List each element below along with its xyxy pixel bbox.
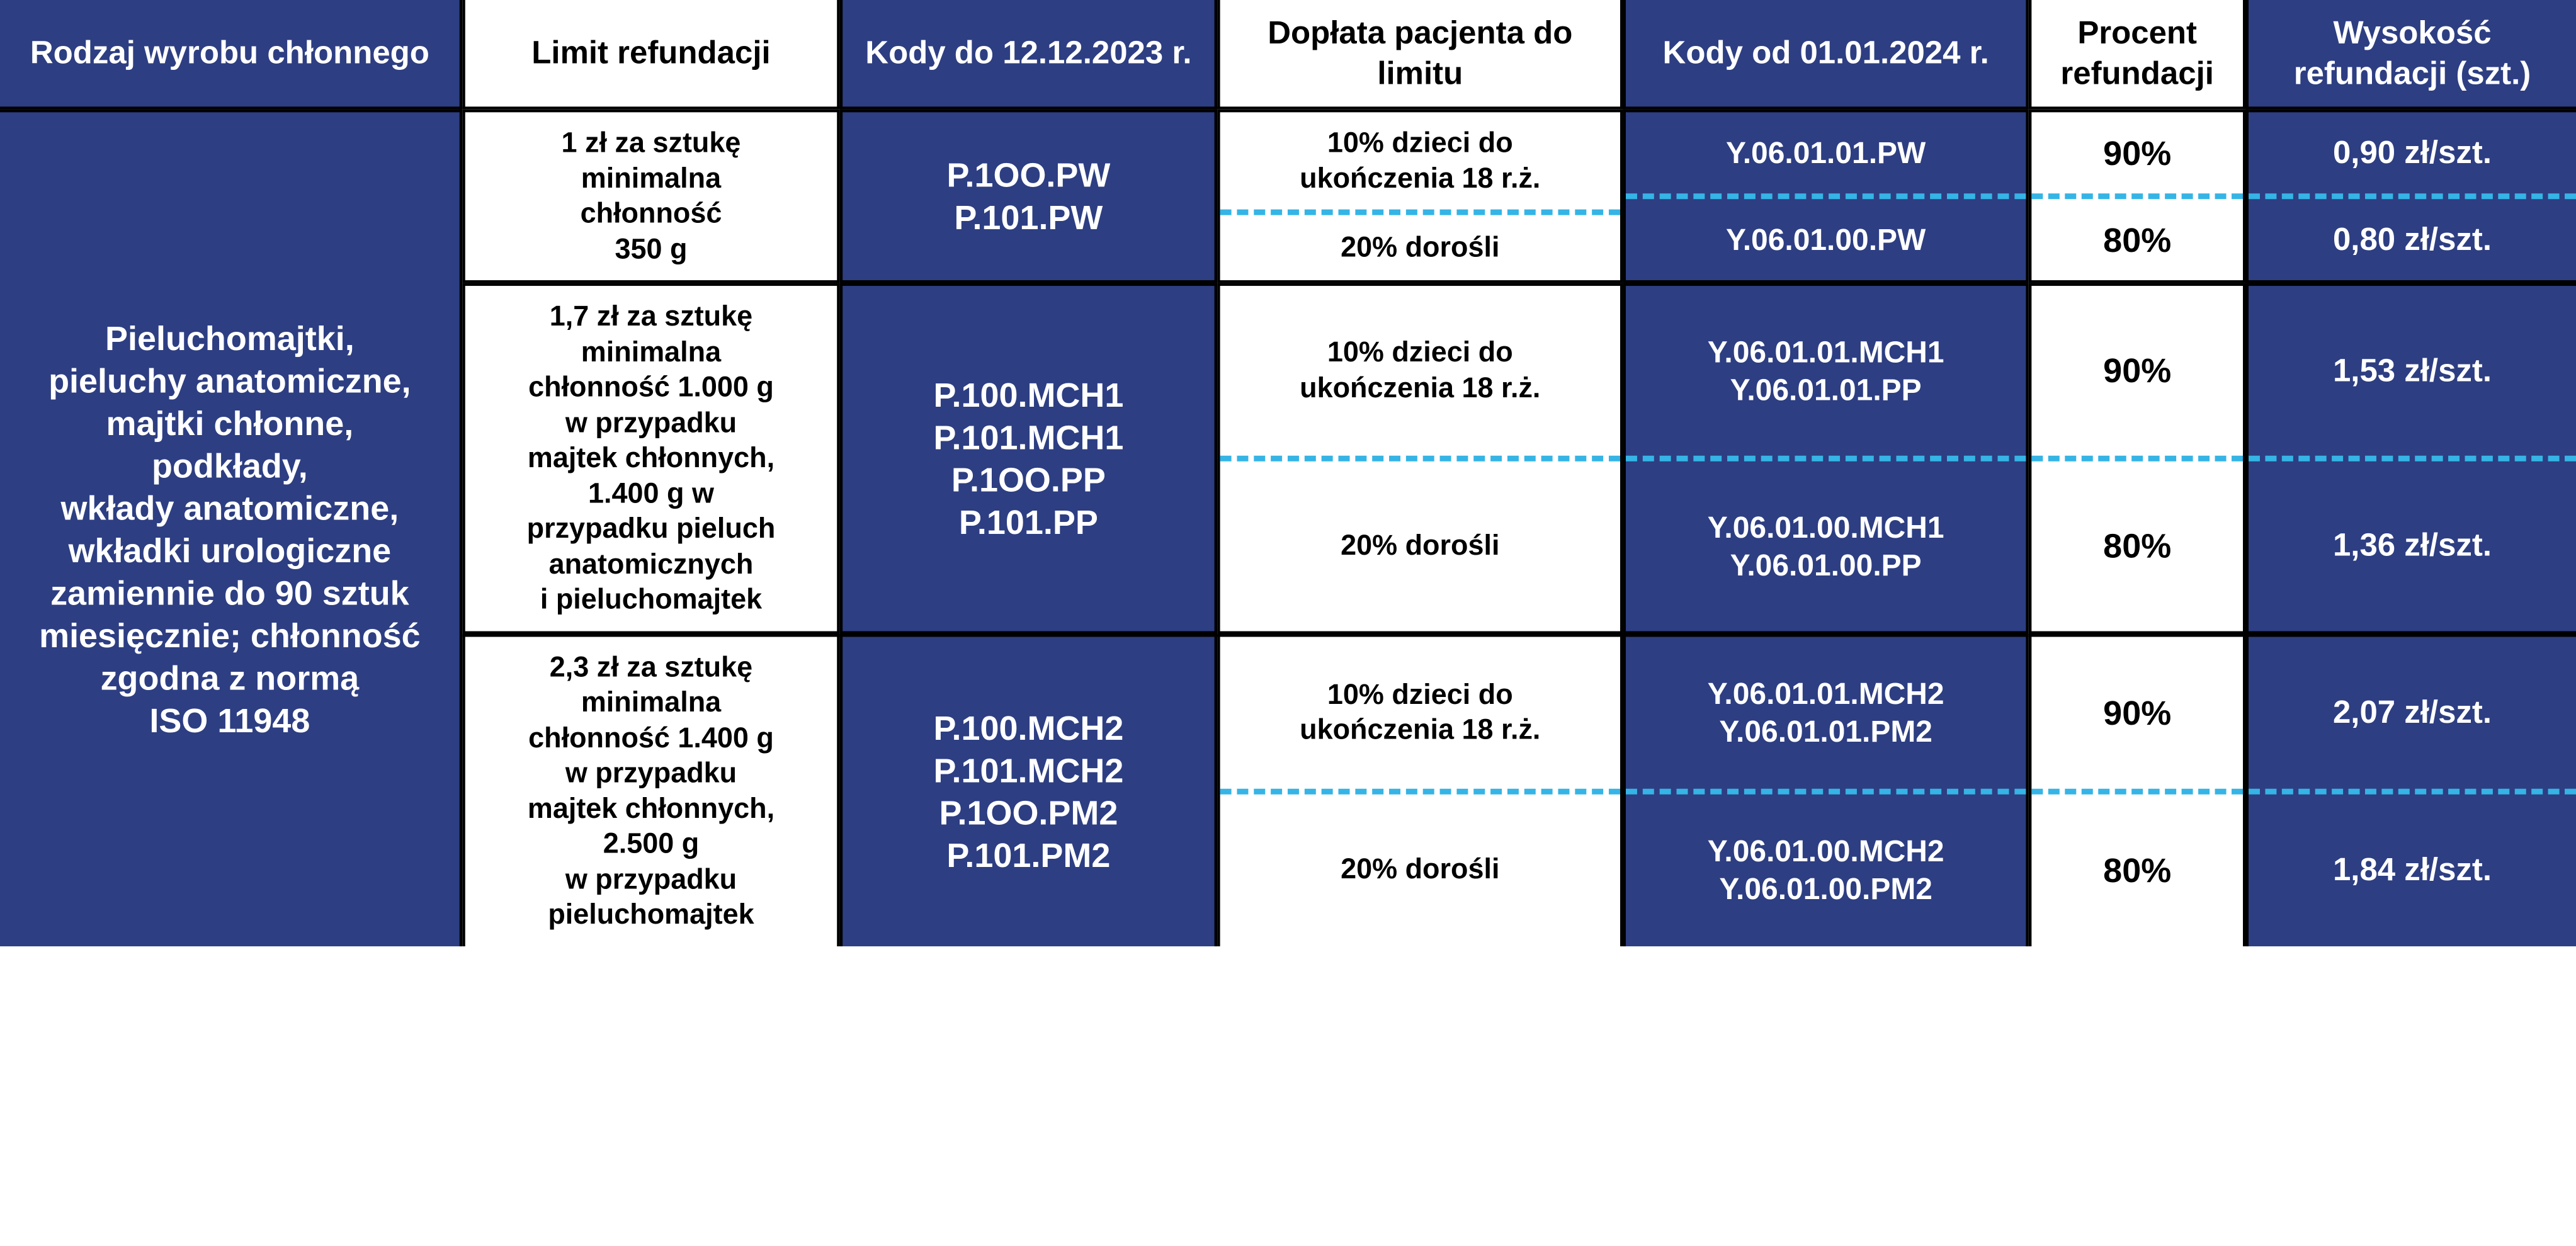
codes-new-split: Y.06.01.01.PW Y.06.01.00.PW — [1623, 110, 2028, 283]
product-type-cell: Pieluchomajtki, pieluchy anatomiczne, ma… — [0, 110, 462, 946]
copay-child: 10% dzieci do ukończenia 18 r.ż. — [1220, 112, 1620, 209]
percent-child: 90% — [2031, 112, 2243, 193]
dashed-divider — [1220, 788, 1620, 794]
codes-new-child: Y.06.01.01.MCH2 Y.06.01.01.PM2 — [1626, 637, 2026, 788]
copay-adult: 20% dorośli — [1220, 794, 1620, 946]
codes-old-cell: P.100.MCH1 P.101.MCH1 P.1OO.PP P.101.PP — [840, 283, 1217, 634]
amount-child: 0,90 zł/szt. — [2249, 112, 2576, 193]
codes-new-split: Y.06.01.01.MCH2 Y.06.01.01.PM2 Y.06.01.0… — [1623, 633, 2028, 946]
percent-adult: 80% — [2031, 461, 2243, 630]
codes-new-adult: Y.06.01.00.MCH2 Y.06.01.00.PM2 — [1626, 794, 2026, 946]
percent-split: 90% 80% — [2029, 633, 2246, 946]
limit-cell: 1 zł za sztukę minimalna chłonność 350 g — [462, 110, 839, 283]
dashed-divider — [2249, 455, 2576, 461]
percent-child: 90% — [2031, 637, 2243, 788]
limit-cell: 2,3 zł za sztukę minimalna chłonność 1.4… — [462, 633, 839, 946]
header-limit: Limit refundacji — [462, 0, 839, 110]
codes-old-cell: P.100.MCH2 P.101.MCH2 P.1OO.PM2 P.101.PM… — [840, 633, 1217, 946]
copay-adult: 20% dorośli — [1220, 461, 1620, 630]
amount-split: 2,07 zł/szt. 1,84 zł/szt. — [2246, 633, 2576, 946]
dashed-divider — [1220, 210, 1620, 215]
dashed-divider — [2031, 788, 2243, 794]
percent-adult: 80% — [2031, 794, 2243, 946]
amount-child: 1,53 zł/szt. — [2249, 286, 2576, 455]
header-text: Kody od 01.01.2024 r. — [1663, 33, 1989, 74]
codes-new-child: Y.06.01.01.PW — [1626, 112, 2026, 193]
header-text: Rodzaj wyrobu chłonnego — [30, 33, 429, 74]
percent-child: 90% — [2031, 286, 2243, 455]
dashed-divider — [2031, 193, 2243, 199]
dashed-divider — [2031, 455, 2243, 461]
percent-split: 90% 80% — [2029, 110, 2246, 283]
dashed-divider — [2249, 193, 2576, 199]
codes-old-cell: P.1OO.PW P.101.PW — [840, 110, 1217, 283]
limit-cell: 1,7 zł za sztukę minimalna chłonność 1.0… — [462, 283, 839, 634]
dashed-divider — [2249, 788, 2576, 794]
header-text: Limit refundacji — [531, 33, 770, 74]
dashed-divider — [1626, 788, 2026, 794]
codes-new-child: Y.06.01.01.MCH1 Y.06.01.01.PP — [1626, 286, 2026, 455]
copay-split: 10% dzieci do ukończenia 18 r.ż. 20% dor… — [1217, 633, 1623, 946]
header-text: Wysokość refundacji (szt.) — [2260, 13, 2565, 93]
amount-adult: 0,80 zł/szt. — [2249, 199, 2576, 280]
header-codes-new: Kody od 01.01.2024 r. — [1623, 0, 2028, 110]
amount-split: 0,90 zł/szt. 0,80 zł/szt. — [2246, 110, 2576, 283]
header-copay: Dopłata pacjenta do limitu — [1217, 0, 1623, 110]
amount-adult: 1,84 zł/szt. — [2249, 794, 2576, 946]
dashed-divider — [1220, 455, 1620, 461]
copay-child: 10% dzieci do ukończenia 18 r.ż. — [1220, 637, 1620, 788]
dashed-divider — [1626, 193, 2026, 199]
copay-adult: 20% dorośli — [1220, 215, 1620, 280]
amount-child: 2,07 zł/szt. — [2249, 637, 2576, 788]
header-percent: Procent refundacji — [2029, 0, 2246, 110]
refund-table: Rodzaj wyrobu chłonnego Limit refundacji… — [0, 0, 2576, 946]
amount-adult: 1,36 zł/szt. — [2249, 461, 2576, 630]
codes-new-adult: Y.06.01.00.MCH1 Y.06.01.00.PP — [1626, 461, 2026, 630]
amount-split: 1,53 zł/szt. 1,36 zł/szt. — [2246, 283, 2576, 634]
header-amount: Wysokość refundacji (szt.) — [2246, 0, 2576, 110]
header-text: Procent refundacji — [2043, 13, 2232, 93]
percent-adult: 80% — [2031, 199, 2243, 280]
codes-new-split: Y.06.01.01.MCH1 Y.06.01.01.PP Y.06.01.00… — [1623, 283, 2028, 634]
copay-split: 10% dzieci do ukończenia 18 r.ż. 20% dor… — [1217, 283, 1623, 634]
dashed-divider — [1626, 455, 2026, 461]
header-text: Dopłata pacjenta do limitu — [1232, 13, 1609, 93]
copay-split: 10% dzieci do ukończenia 18 r.ż. 20% dor… — [1217, 110, 1623, 283]
header-product-type: Rodzaj wyrobu chłonnego — [0, 0, 462, 110]
percent-split: 90% 80% — [2029, 283, 2246, 634]
header-codes-old: Kody do 12.12.2023 r. — [840, 0, 1217, 110]
copay-child: 10% dzieci do ukończenia 18 r.ż. — [1220, 286, 1620, 455]
codes-new-adult: Y.06.01.00.PW — [1626, 199, 2026, 280]
header-text: Kody do 12.12.2023 r. — [865, 33, 1191, 74]
